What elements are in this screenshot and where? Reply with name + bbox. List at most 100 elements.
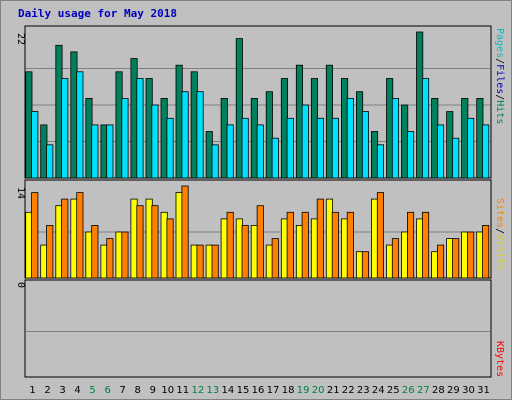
day-label-24: 24 xyxy=(372,385,385,396)
day-hits-bar xyxy=(70,51,78,179)
day-visits-bar xyxy=(175,192,183,279)
day-files-bar xyxy=(286,117,294,179)
day-visits-bar xyxy=(100,244,108,279)
day-files-bar xyxy=(482,124,490,179)
day-files-bar xyxy=(211,144,219,179)
day-hits-bar xyxy=(145,78,153,179)
legend-sep-1: / xyxy=(494,58,505,64)
legend-sep-3: / xyxy=(494,228,505,234)
day-label-9: 9 xyxy=(150,385,156,396)
day-files-bar xyxy=(436,124,445,179)
day-visits-bar xyxy=(220,218,228,279)
bottom-panel-bg xyxy=(24,279,492,378)
day-visits-bar xyxy=(115,231,123,279)
day-visits-bar xyxy=(461,231,469,279)
day-hits-bar xyxy=(295,64,303,179)
day-hits-bar xyxy=(476,98,484,179)
day-files-bar xyxy=(331,117,339,179)
day-label-26: 26 xyxy=(402,385,415,396)
day-hits-bar xyxy=(130,58,138,179)
chart-title: Daily usage for May 2018 xyxy=(18,7,177,20)
day-hits-bar xyxy=(235,38,243,179)
day-hits-bar xyxy=(265,91,273,179)
day-files-bar xyxy=(346,98,354,179)
day-hits-bar xyxy=(190,71,198,179)
top-ymax-label: 22 xyxy=(15,33,26,45)
day-sites-bar xyxy=(91,224,99,279)
bottom-legend: KBytes xyxy=(494,341,505,377)
day-files-bar xyxy=(91,124,99,179)
day-label-13: 13 xyxy=(207,385,220,396)
day-visits-bar xyxy=(250,224,258,279)
day-label-25: 25 xyxy=(387,385,400,396)
day-hits-bar xyxy=(250,98,258,179)
day-visits-bar xyxy=(295,224,303,279)
day-sites-bar xyxy=(331,211,339,279)
day-visits-bar xyxy=(325,198,333,279)
day-label-15: 15 xyxy=(237,385,250,396)
day-label-29: 29 xyxy=(447,385,460,396)
day-visits-bar xyxy=(160,211,168,279)
day-files-bar xyxy=(106,124,114,179)
day-sites-bar xyxy=(61,198,69,279)
day-visits-bar xyxy=(205,244,213,279)
day-label-16: 16 xyxy=(252,385,265,396)
day-sites-bar xyxy=(421,211,430,279)
day-files-bar xyxy=(391,98,399,179)
day-visits-bar xyxy=(25,211,33,279)
day-files-bar xyxy=(271,137,279,179)
day-hits-bar xyxy=(340,78,349,179)
day-files-bar xyxy=(316,117,324,179)
legend-sites: Sites xyxy=(494,198,505,228)
day-label-11: 11 xyxy=(176,385,189,396)
day-label-6: 6 xyxy=(105,385,111,396)
day-sites-bar xyxy=(211,244,219,279)
day-sites-bar xyxy=(391,238,399,279)
day-visits-bar xyxy=(130,198,138,279)
day-hits-bar xyxy=(160,98,168,179)
day-sites-bar xyxy=(301,211,309,279)
day-hits-bar xyxy=(431,98,439,179)
day-files-bar xyxy=(136,78,144,179)
day-sites-bar xyxy=(196,244,204,279)
day-label-4: 4 xyxy=(74,385,80,396)
day-files-bar xyxy=(226,124,234,179)
day-label-3: 3 xyxy=(59,385,65,396)
day-label-20: 20 xyxy=(312,385,325,396)
day-hits-bar xyxy=(55,44,63,179)
day-visits-bar xyxy=(431,251,439,279)
day-label-28: 28 xyxy=(432,385,445,396)
day-hits-bar xyxy=(205,131,213,179)
day-sites-bar xyxy=(482,224,490,279)
day-visits-bar xyxy=(446,238,454,279)
day-hits-bar xyxy=(100,124,108,179)
day-visits-bar xyxy=(145,198,153,279)
day-files-bar xyxy=(151,104,159,179)
day-sites-bar xyxy=(361,251,369,279)
day-label-17: 17 xyxy=(267,385,280,396)
legend-hits: Hits xyxy=(494,100,505,124)
day-visits-bar xyxy=(476,231,484,279)
day-files-bar xyxy=(61,78,69,179)
day-hits-bar xyxy=(325,64,333,179)
day-hits-bar xyxy=(446,111,454,179)
day-visits-bar xyxy=(401,231,409,279)
day-label-22: 22 xyxy=(342,385,355,396)
day-labels: 1 2 3 4 5 6 7 8 9 10 11 12 13 14 15 16 17 18 19 20 21 22 23 24 2… xyxy=(29,385,490,396)
day-files-bar xyxy=(196,91,204,179)
day-hits-bar xyxy=(355,91,364,179)
day-files-bar xyxy=(406,131,415,179)
day-visits-bar xyxy=(386,244,394,279)
day-label-18: 18 xyxy=(282,385,295,396)
day-sites-bar xyxy=(241,224,249,279)
day-label-2: 2 xyxy=(44,385,50,396)
day-files-bar xyxy=(181,91,189,179)
day-sites-bar xyxy=(376,192,384,279)
day-visits-bar xyxy=(355,251,364,279)
day-files-bar xyxy=(421,78,430,179)
day-hits-bar xyxy=(310,78,318,179)
day-visits-bar xyxy=(370,198,379,279)
day-hits-bar xyxy=(370,131,379,179)
day-files-bar xyxy=(376,144,384,179)
